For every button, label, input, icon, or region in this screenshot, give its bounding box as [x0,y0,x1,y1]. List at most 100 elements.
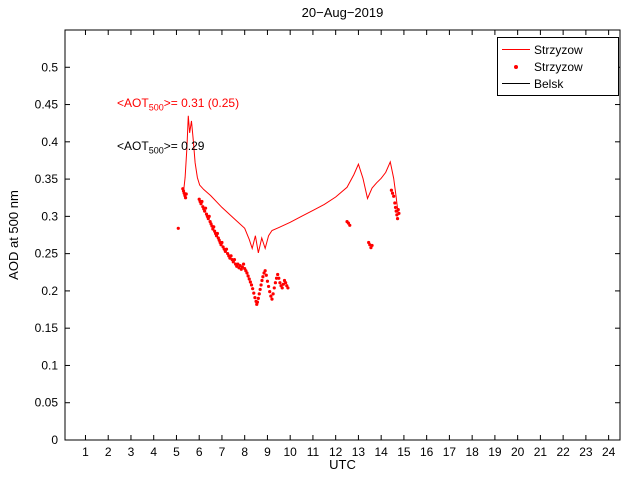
annotation-prefix: <AOT [117,96,149,110]
legend-item-strzyzow-line[interactable]: Strzyzow [498,41,618,58]
annotation-suffix: >= 0.29 [163,139,205,153]
series-point-strzyzow [184,192,188,196]
series-point-strzyzow [224,247,229,251]
series-point-strzyzow [251,287,255,291]
y-tick-label: 0 [51,433,58,447]
series-point-strzyzow [396,208,400,212]
series-point-strzyzow [248,280,252,284]
annotation-aot-belsk: <AOT500>= 0.29 [117,139,204,155]
legend-label: Strzyzow [534,59,583,74]
series-point-strzyzow [277,276,281,280]
series-point-strzyzow [281,282,285,286]
series-point-strzyzow [203,206,208,210]
series-point-strzyzow [278,281,282,285]
series-point-strzyzow [246,274,250,278]
legend[interactable]: Strzyzow Strzyzow Belsk [497,37,619,96]
series-point-strzyzow [389,188,394,192]
series-point-strzyzow [264,273,268,277]
series-point-strzyzow [176,226,180,230]
legend-item-strzyzow-dots[interactable]: Strzyzow [498,58,618,75]
series-point-strzyzow [252,291,256,295]
series-point-strzyzow [236,262,240,266]
series-point-strzyzow [286,286,290,290]
x-tick-label: 17 [443,445,457,459]
legend-label: Strzyzow [534,42,583,57]
x-tick-label: 24 [602,445,616,459]
x-tick-label: 3 [128,445,135,459]
y-tick-label: 0.4 [41,135,58,149]
series-point-strzyzow [395,217,400,221]
x-tick-label: 13 [352,445,366,459]
y-tick-label: 0.5 [41,60,58,74]
y-tick-label: 0.3 [41,209,58,223]
series-point-strzyzow [274,276,279,280]
x-tick-label: 8 [241,445,248,459]
series-point-strzyzow [271,292,275,296]
x-tick-label: 11 [307,445,320,459]
x-tick-label: 21 [534,445,548,459]
series-point-strzyzow [259,283,263,287]
series-point-strzyzow [261,275,265,279]
series-point-strzyzow [268,290,272,294]
x-tick-label: 14 [374,445,388,459]
series-point-strzyzow [280,286,284,290]
series-point-strzyzow [258,287,262,292]
y-tick-label: 0.2 [41,284,58,298]
series-point-strzyzow [260,278,264,283]
y-tick-label: 0.25 [35,247,59,261]
series-point-strzyzow [266,284,271,289]
series-point-strzyzow [241,262,246,266]
legend-label: Belsk [534,76,564,91]
annotation-prefix: <AOT [117,139,149,153]
annotation-subscript: 500 [148,102,164,113]
y-tick-label: 0.1 [41,358,58,372]
series-point-strzyzow [272,286,276,290]
series-point-strzyzow [183,196,188,200]
series-point-strzyzow [238,263,242,268]
series-point-strzyzow [265,279,270,283]
series-point-strzyzow [215,231,219,236]
x-tick-label: 22 [556,445,570,459]
series-point-strzyzow [392,194,396,198]
series-point-strzyzow [348,223,352,227]
series-point-strzyzow [276,272,280,277]
annotation-subscript: 500 [148,145,164,156]
series-point-strzyzow [232,258,237,262]
x-tick-label: 4 [150,445,157,459]
series-line-strzyzow [182,115,399,254]
chart-title: 20−Aug−2019 [301,5,384,20]
x-tick-label: 2 [105,445,112,459]
series-point-strzyzow [207,214,211,218]
annotation-aot-strzyzow: <AOT500>= 0.31 (0.25) [117,96,239,112]
y-tick-label: 0.45 [35,98,59,112]
series-point-strzyzow [229,254,233,258]
x-tick-label: 9 [264,445,271,459]
x-tick-label: 10 [284,445,298,459]
x-tick-label: 19 [488,445,502,459]
series-point-strzyzow [247,277,251,281]
series-point-strzyzow [270,297,274,301]
y-tick-label: 0.35 [35,172,59,186]
axes-box [64,29,621,441]
series-point-strzyzow [284,281,288,285]
x-axis-label: UTC [329,457,356,472]
series-point-strzyzow [253,296,257,300]
x-tick-label: 5 [173,445,180,459]
series-point-strzyzow [245,271,249,275]
legend-line-sample-icon [498,49,534,50]
x-tick-label: 7 [219,445,226,459]
series-point-strzyzow [255,300,260,304]
x-tick-label: 15 [397,445,411,459]
series-point-strzyzow [393,205,398,210]
series-point-strzyzow [220,240,224,245]
legend-line-sample-icon [498,83,534,84]
series-point-strzyzow [269,294,273,298]
x-tick-label: 23 [579,445,593,459]
x-tick-label: 12 [329,445,343,459]
series-point-strzyzow [256,296,260,300]
legend-item-belsk[interactable]: Belsk [498,75,618,92]
series-point-strzyzow [200,199,204,204]
x-tick-label: 16 [420,445,434,459]
series-point-strzyzow [370,243,374,248]
